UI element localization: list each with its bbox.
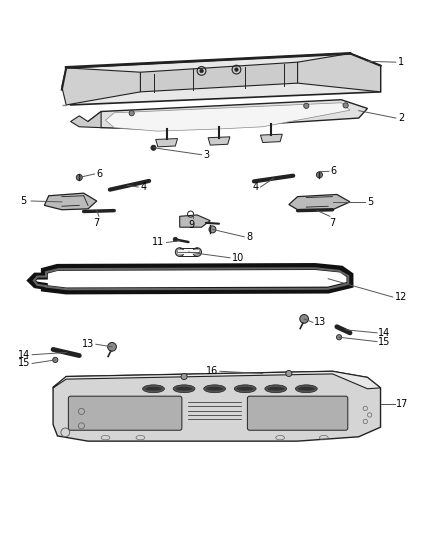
Text: 5: 5 — [367, 197, 374, 207]
Text: 4: 4 — [141, 182, 147, 192]
Circle shape — [286, 370, 292, 376]
Polygon shape — [53, 372, 381, 441]
Polygon shape — [261, 134, 283, 142]
Ellipse shape — [173, 385, 195, 393]
Polygon shape — [66, 53, 381, 105]
Polygon shape — [106, 103, 350, 131]
Text: 14: 14 — [18, 350, 30, 360]
Polygon shape — [53, 372, 381, 389]
Circle shape — [173, 237, 177, 241]
Polygon shape — [297, 53, 381, 92]
Polygon shape — [71, 111, 101, 128]
FancyBboxPatch shape — [247, 396, 348, 430]
Ellipse shape — [295, 385, 317, 393]
Text: 8: 8 — [246, 232, 252, 242]
Polygon shape — [141, 62, 297, 92]
Circle shape — [336, 335, 342, 340]
Text: 5: 5 — [21, 196, 27, 206]
Circle shape — [200, 69, 203, 72]
Polygon shape — [62, 68, 141, 105]
Text: 13: 13 — [314, 317, 326, 327]
Ellipse shape — [145, 386, 162, 391]
Circle shape — [195, 251, 199, 254]
Text: 9: 9 — [188, 220, 194, 230]
Circle shape — [235, 68, 238, 71]
Text: 1: 1 — [398, 57, 404, 67]
Text: 2: 2 — [398, 113, 404, 123]
Circle shape — [300, 314, 308, 323]
Circle shape — [129, 111, 134, 116]
FancyBboxPatch shape — [68, 396, 182, 430]
Ellipse shape — [175, 386, 193, 391]
Text: 7: 7 — [329, 217, 335, 228]
Circle shape — [151, 145, 156, 150]
Text: 17: 17 — [396, 399, 409, 409]
Ellipse shape — [237, 386, 254, 391]
Circle shape — [178, 251, 181, 254]
Text: 15: 15 — [378, 337, 391, 346]
Ellipse shape — [206, 386, 223, 391]
Circle shape — [193, 248, 201, 256]
Ellipse shape — [234, 385, 256, 393]
Circle shape — [316, 172, 322, 178]
Polygon shape — [155, 139, 177, 147]
Ellipse shape — [267, 386, 285, 391]
Text: 6: 6 — [96, 169, 102, 179]
Circle shape — [181, 374, 187, 379]
Ellipse shape — [204, 385, 226, 393]
Text: 13: 13 — [82, 339, 94, 349]
Text: 10: 10 — [232, 253, 244, 263]
Ellipse shape — [265, 385, 287, 393]
Text: 11: 11 — [152, 238, 164, 247]
Circle shape — [76, 174, 82, 181]
Text: 15: 15 — [18, 358, 30, 368]
Text: 7: 7 — [94, 217, 100, 228]
Text: 16: 16 — [206, 366, 218, 376]
Ellipse shape — [143, 385, 164, 393]
Circle shape — [175, 248, 184, 256]
Circle shape — [343, 103, 348, 108]
Circle shape — [304, 103, 309, 108]
Polygon shape — [44, 193, 97, 210]
Text: 6: 6 — [331, 166, 337, 176]
Polygon shape — [208, 137, 230, 145]
Text: 3: 3 — [204, 150, 210, 160]
Circle shape — [108, 343, 117, 351]
Text: 14: 14 — [378, 328, 391, 338]
Ellipse shape — [297, 386, 315, 391]
Circle shape — [209, 226, 216, 233]
Text: 4: 4 — [252, 182, 258, 192]
Polygon shape — [180, 215, 210, 227]
Polygon shape — [88, 100, 367, 130]
Text: 12: 12 — [395, 292, 407, 302]
Circle shape — [53, 357, 58, 362]
Polygon shape — [289, 195, 350, 210]
